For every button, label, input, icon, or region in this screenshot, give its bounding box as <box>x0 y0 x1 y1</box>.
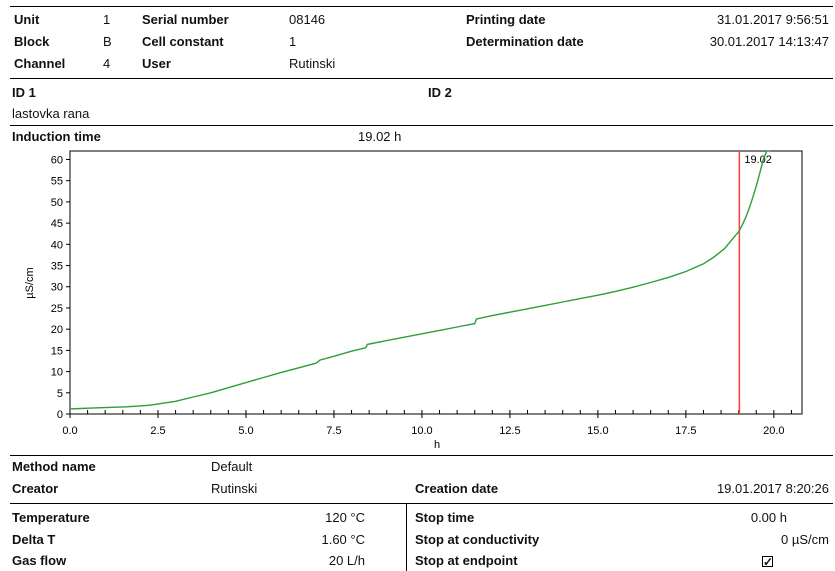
y-tick-label-10: 50 <box>51 197 63 209</box>
creator-value: Rutinski <box>211 481 258 496</box>
determination-date-label: Determination date <box>466 34 584 49</box>
params-divider <box>406 503 407 571</box>
y-tick-label-9: 45 <box>51 218 63 230</box>
y-tick-label-7: 35 <box>51 261 63 273</box>
temperature-label: Temperature <box>12 510 90 525</box>
block-label: Block <box>14 34 50 49</box>
cell-constant-label: Cell constant <box>142 34 224 49</box>
y-tick-label-8: 40 <box>51 239 63 251</box>
y-tick-label-2: 10 <box>51 367 63 379</box>
x-tick-label-2: 5.0 <box>238 425 253 437</box>
y-tick-label-1: 5 <box>57 388 63 400</box>
conductivity-chart: 0 5 10 15 20 25 30 35 40 45 50 55 60 0.0 2.5 5.0 7.5 10.… <box>24 150 803 451</box>
induction-marker-label: 19.02 <box>744 154 772 166</box>
y-tick-label-6: 30 <box>51 282 63 294</box>
ids-rule <box>10 125 833 126</box>
stop-time-value: 0.00 h <box>750 510 787 525</box>
y-axis: 0 5 10 15 20 25 30 35 40 45 50 55 60 <box>51 154 70 421</box>
determination-date-value: 30.01.2017 14:13:47 <box>709 34 829 49</box>
induction-time-label: Induction time <box>12 129 101 144</box>
x-tick-label-3: 7.5 <box>326 425 341 437</box>
y-tick-label-11: 55 <box>51 176 63 188</box>
x-tick-label-4: 10.0 <box>411 425 432 437</box>
method-rule-top <box>10 455 833 456</box>
serial-value: 08146 <box>289 12 326 27</box>
serial-label: Serial number <box>142 12 229 27</box>
header-rule <box>10 78 833 79</box>
id2-label: ID 2 <box>428 85 452 100</box>
y-tick-label-0: 0 <box>57 409 63 421</box>
y-tick-label-3: 15 <box>51 345 63 357</box>
method-name-value: Default <box>211 459 253 474</box>
x-tick-label-1: 2.5 <box>150 425 165 437</box>
stop-endpoint-label: Stop at endpoint <box>415 553 518 568</box>
series-line <box>69 150 771 410</box>
y-tick-label-4: 20 <box>51 324 63 336</box>
printing-date-label: Printing date <box>466 12 546 27</box>
creation-date-label: Creation date <box>415 481 499 496</box>
creation-date-value: 19.01.2017 8:20:26 <box>716 481 829 496</box>
gas-flow-label: Gas flow <box>12 553 67 568</box>
user-label: User <box>142 56 171 71</box>
id1-value: lastovka rana <box>12 106 90 121</box>
unit-label: Unit <box>14 12 40 27</box>
params-rule-top <box>10 503 833 504</box>
creator-label: Creator <box>12 481 59 496</box>
x-axis-label: h <box>434 439 440 451</box>
x-tick-label-7: 17.5 <box>675 425 696 437</box>
stop-time-label: Stop time <box>415 510 475 525</box>
induction-time-value: 19.02 h <box>358 129 402 144</box>
block-value: B <box>103 34 112 49</box>
printing-date-value: 31.01.2017 9:56:51 <box>716 12 829 27</box>
stop-endpoint-checkbox[interactable]: ✓ <box>762 555 774 569</box>
x-tick-label-6: 15.0 <box>587 425 608 437</box>
x-tick-label-5: 12.5 <box>499 425 520 437</box>
id1-label: ID 1 <box>12 85 36 100</box>
y-axis-label: µS/cm <box>24 267 36 298</box>
stop-conductivity-value: 0 µS/cm <box>781 532 829 547</box>
y-tick-label-12: 60 <box>51 154 63 166</box>
method-name-label: Method name <box>12 459 96 474</box>
delta-t-value: 1.60 °C <box>321 532 365 547</box>
channel-label: Channel <box>14 56 66 71</box>
cell-constant-value: 1 <box>289 34 297 49</box>
x-tick-label-0: 0.0 <box>62 425 77 437</box>
temperature-value: 120 °C <box>325 510 365 525</box>
plot-area-frame <box>69 150 803 415</box>
gas-flow-value: 20 L/h <box>328 553 365 568</box>
top-rule <box>10 6 833 7</box>
stop-conductivity-label: Stop at conductivity <box>415 532 540 547</box>
unit-value: 1 <box>103 12 111 27</box>
user-value: Rutinski <box>289 56 336 71</box>
x-tick-label-8: 20.0 <box>763 425 784 437</box>
y-tick-label-5: 25 <box>51 303 63 315</box>
delta-t-label: Delta T <box>12 532 56 547</box>
channel-value: 4 <box>103 56 111 71</box>
